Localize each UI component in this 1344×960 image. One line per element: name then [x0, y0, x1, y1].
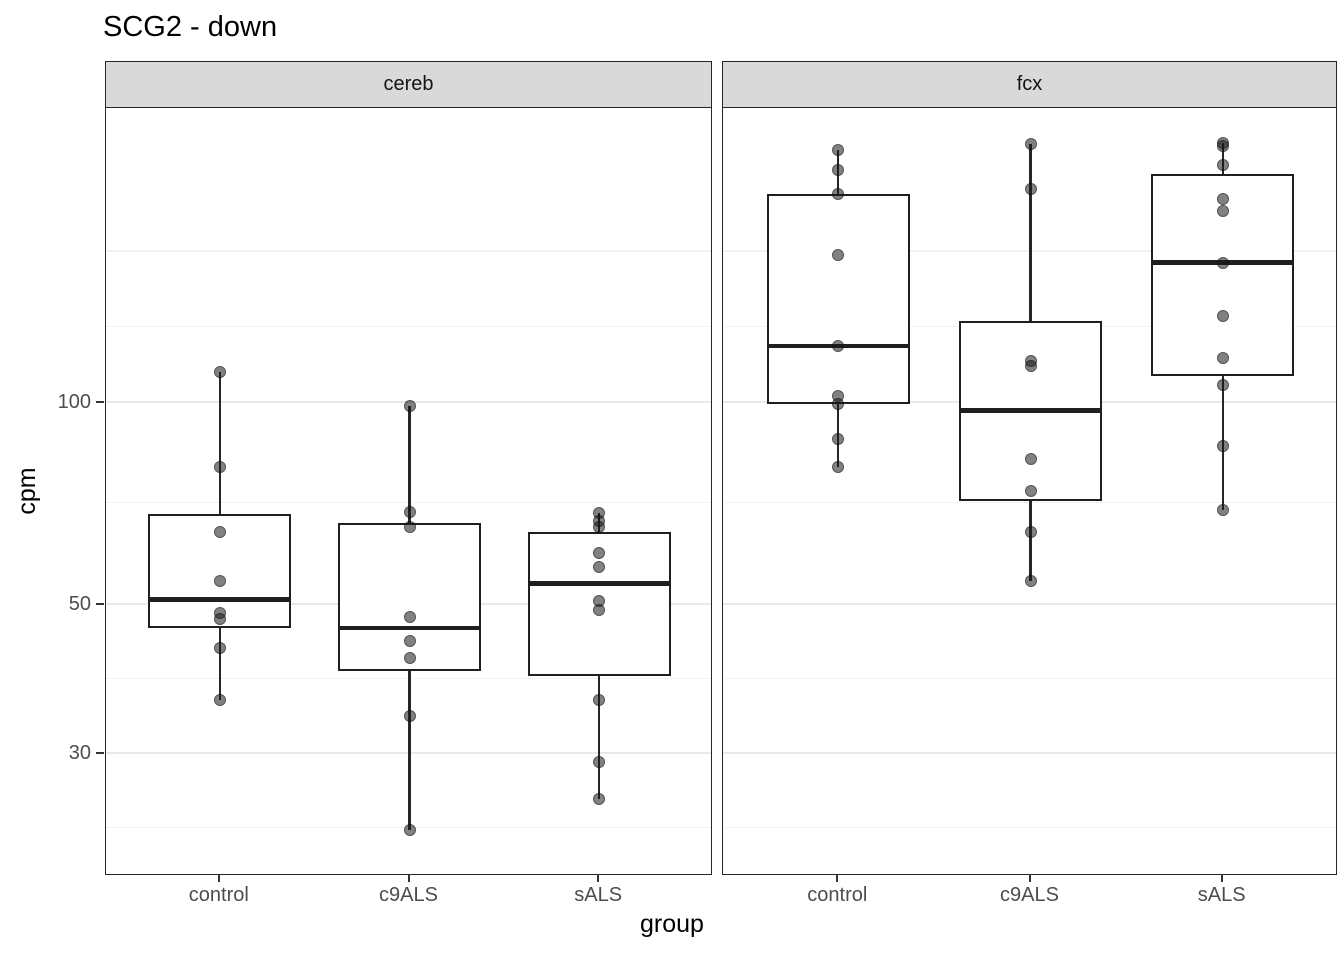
- data-point: [832, 432, 845, 445]
- x-axis-tick-mark: [1028, 874, 1031, 882]
- data-point: [403, 505, 416, 518]
- x-axis-tick-label: c9ALS: [1000, 884, 1059, 906]
- facet-strip-label-fcx: fcx: [1016, 73, 1043, 95]
- x-axis-tick-label: sALS: [1197, 884, 1246, 906]
- data-point: [1216, 205, 1229, 218]
- x-axis-tick-mark: [597, 874, 600, 882]
- y-axis-tick-label: 50: [68, 593, 91, 616]
- data-point: [1024, 137, 1037, 150]
- whisker-lower-c9ALS: [408, 671, 411, 831]
- y-axis-tick-label: 100: [57, 391, 91, 414]
- data-point: [213, 525, 226, 538]
- data-point: [1216, 256, 1229, 269]
- whisker-upper-c9ALS: [408, 405, 411, 523]
- boxplot-median-c9ALS: [959, 408, 1102, 413]
- gridline-minor: [106, 325, 711, 328]
- data-point: [403, 521, 416, 534]
- data-point: [593, 521, 606, 534]
- data-point: [593, 755, 606, 768]
- data-point: [1024, 453, 1037, 466]
- data-point: [403, 824, 416, 837]
- y-axis-tick-mark: [96, 603, 104, 606]
- x-axis-tick-mark: [407, 874, 410, 882]
- x-axis-title: group: [640, 910, 704, 938]
- gridline-minor: [723, 826, 1336, 829]
- whisker-lower-c9ALS: [1029, 501, 1032, 582]
- panel-fcx: [722, 106, 1337, 875]
- chart-title: SCG2 - down: [103, 11, 278, 43]
- whisker-lower-sALS: [598, 676, 601, 800]
- data-point: [213, 366, 226, 379]
- x-axis-tick-label: sALS: [574, 884, 623, 906]
- gridline-minor: [723, 677, 1336, 680]
- data-point: [1216, 158, 1229, 171]
- data-point: [832, 339, 845, 352]
- data-point: [593, 546, 606, 559]
- boxplot-box-c9ALS: [338, 522, 481, 672]
- data-point: [213, 575, 226, 588]
- data-point: [832, 460, 845, 473]
- data-point: [213, 460, 226, 473]
- data-point: [403, 652, 416, 665]
- data-point: [593, 560, 606, 573]
- x-axis-tick-mark: [1220, 874, 1223, 882]
- data-point: [1216, 439, 1229, 452]
- data-point: [1216, 193, 1229, 206]
- data-point: [403, 611, 416, 624]
- y-axis-tick-label: 30: [68, 742, 91, 765]
- facet-strip-fcx: fcx: [722, 61, 1337, 108]
- data-point: [1024, 359, 1037, 372]
- panel-cereb: [105, 106, 712, 875]
- data-point: [1216, 503, 1229, 516]
- data-point: [832, 249, 845, 262]
- data-point: [1216, 352, 1229, 365]
- data-point: [1216, 378, 1229, 391]
- data-point: [403, 635, 416, 648]
- data-point: [213, 693, 226, 706]
- gridline-major: [723, 751, 1336, 754]
- y-axis-title: cpm: [13, 467, 41, 515]
- facet-strip-cereb: cereb: [105, 61, 712, 108]
- data-point: [1024, 183, 1037, 196]
- data-point: [593, 793, 606, 806]
- y-axis-tick-mark: [96, 752, 104, 755]
- gridline-minor: [106, 250, 711, 252]
- data-point: [1216, 310, 1229, 323]
- whisker-upper-sALS: [1221, 142, 1224, 175]
- boxplot-median-c9ALS: [338, 625, 481, 631]
- x-axis-tick-label: c9ALS: [379, 884, 438, 906]
- data-point: [593, 693, 606, 706]
- data-point: [1024, 575, 1037, 588]
- data-point: [1024, 485, 1037, 498]
- data-point: [1216, 140, 1229, 153]
- data-point: [832, 187, 845, 200]
- y-axis-tick-mark: [96, 401, 104, 404]
- data-point: [832, 398, 845, 411]
- data-point: [403, 399, 416, 412]
- data-point: [832, 143, 845, 156]
- data-point: [593, 603, 606, 616]
- x-axis-tick-label: control: [807, 884, 868, 906]
- x-axis-tick-mark: [836, 874, 839, 882]
- data-point: [213, 612, 226, 625]
- data-point: [1024, 525, 1037, 538]
- data-point: [213, 641, 226, 654]
- boxplot-box-control: [766, 193, 910, 405]
- x-axis-tick-label: control: [188, 884, 249, 906]
- data-point: [403, 710, 416, 723]
- data-point: [832, 164, 845, 177]
- boxplot-median-control: [148, 597, 292, 602]
- whisker-upper-c9ALS: [1029, 143, 1032, 321]
- facet-strip-label-cereb: cereb: [383, 73, 434, 95]
- boxplot-median-sALS: [527, 581, 671, 586]
- x-axis-tick-mark: [217, 874, 220, 882]
- whisker-upper-control: [218, 372, 221, 515]
- whisker-lower-control: [218, 628, 221, 700]
- gridline-major: [723, 602, 1336, 605]
